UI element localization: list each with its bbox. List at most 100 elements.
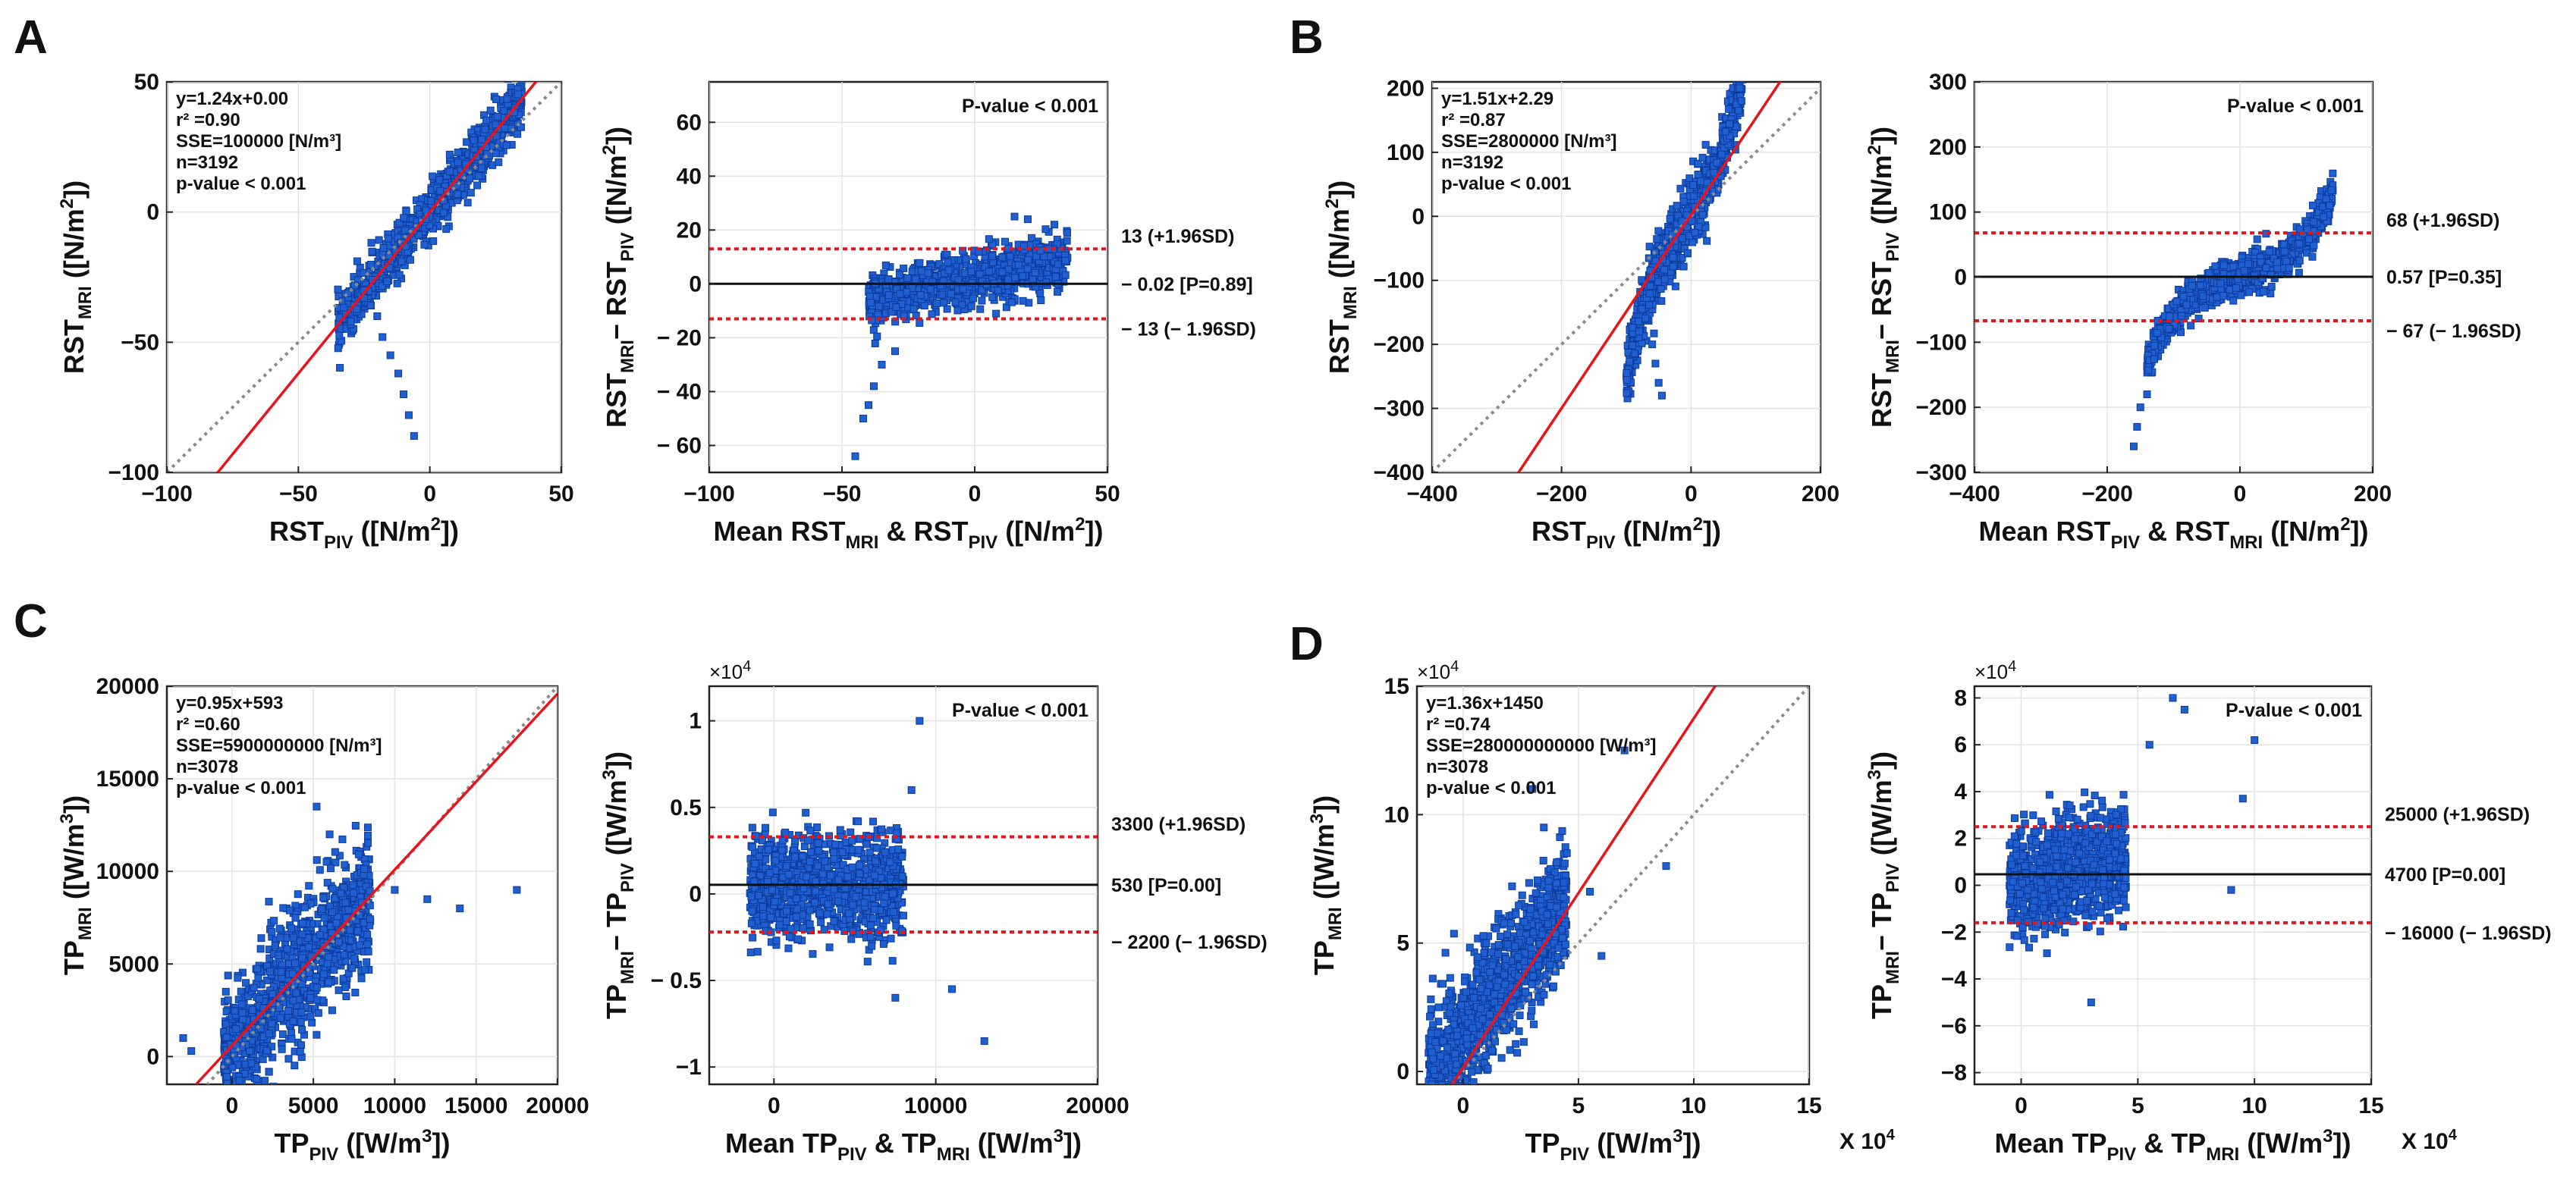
data-point: [354, 850, 363, 858]
data-point: [470, 136, 478, 144]
data-point: [435, 176, 444, 184]
y-tick-label: 100: [1387, 140, 1425, 165]
data-point: [920, 302, 928, 310]
data-point: [1734, 71, 1741, 78]
data-point: [871, 339, 879, 347]
data-point: [1738, 57, 1745, 64]
y-tick-label: 200: [1929, 135, 1967, 160]
data-point: [314, 1008, 322, 1017]
stat-line: SSE=100000 [N/m³]: [176, 131, 341, 152]
data-point: [385, 234, 393, 243]
y-tick-label: 0: [146, 200, 159, 225]
data-point: [400, 391, 407, 398]
x-tick-label: 15000: [445, 1093, 507, 1118]
data-point: [1651, 359, 1660, 368]
data-point: [297, 1018, 305, 1027]
data-point: [903, 288, 911, 296]
data-point: [265, 1030, 273, 1038]
data-point: [360, 918, 368, 927]
data-point: [926, 285, 935, 293]
data-point: [985, 268, 993, 276]
data-point: [1689, 192, 1698, 200]
y-tick-label: −400: [1373, 460, 1425, 485]
data-point: [884, 291, 893, 300]
data-point: [341, 861, 349, 869]
data-point: [1736, 68, 1743, 75]
data-point: [978, 286, 986, 294]
data-point: [337, 889, 345, 898]
data-point: [2295, 240, 2304, 248]
data-point: [2285, 264, 2293, 272]
data-point: [953, 306, 962, 315]
y-tick-label: −300: [1915, 460, 1967, 485]
data-point: [1014, 261, 1023, 269]
data-point: [335, 331, 344, 340]
data-point: [2250, 271, 2258, 280]
data-point: [427, 196, 435, 205]
data-point: [243, 992, 252, 1000]
data-point: [2295, 256, 2304, 265]
data-point: [360, 865, 369, 874]
plot-area: [709, 686, 1098, 1084]
data-point: [1676, 184, 1685, 193]
data-point: [393, 279, 401, 287]
data-point: [368, 247, 376, 256]
data-point: [364, 947, 372, 955]
data-point: [951, 298, 960, 306]
data-point: [1669, 253, 1677, 262]
p-value: P-value < 0.001: [962, 96, 1098, 117]
data-point: [1010, 212, 1019, 221]
data-point: [1031, 268, 1039, 277]
data-point: [916, 318, 924, 327]
data-point: [2157, 334, 2166, 342]
data-point: [253, 965, 262, 973]
data-point: [2302, 249, 2311, 257]
data-point: [2136, 403, 2144, 412]
data-point: [938, 290, 947, 299]
x-tick-label: 10000: [363, 1093, 426, 1118]
data-point: [2153, 329, 2161, 337]
data-point: [2273, 258, 2282, 266]
y-tick-label: 20: [677, 218, 702, 243]
data-point: [256, 945, 265, 953]
data-point: [2267, 283, 2276, 291]
data-point: [1032, 253, 1041, 261]
data-point: [492, 149, 500, 158]
data-point: [1660, 265, 1669, 274]
y-tick-label: 200: [1387, 76, 1425, 101]
data-point: [514, 90, 522, 99]
data-point: [243, 1125, 250, 1131]
data-point: [313, 1030, 321, 1039]
stat-line: n=3192: [1441, 152, 1503, 173]
data-point: [1657, 285, 1665, 293]
data-point: [379, 333, 387, 341]
stat-line: y=1.24x+0.00: [176, 89, 288, 109]
x-tick-label: −50: [823, 482, 862, 507]
data-point: [395, 271, 404, 279]
data-point: [325, 830, 334, 839]
data-point: [486, 106, 495, 114]
y-tick-label: 20000: [96, 674, 159, 699]
x-tick-label: 50: [548, 482, 573, 507]
data-point: [1737, 66, 1744, 73]
data-point: [224, 971, 232, 980]
data-point: [289, 996, 297, 1005]
data-point: [277, 968, 285, 976]
data-point: [859, 414, 867, 422]
y-tick-label: − 60: [657, 433, 702, 458]
data-point: [313, 802, 321, 811]
data-point: [313, 856, 321, 864]
data-point: [481, 125, 489, 133]
data-point: [331, 894, 339, 902]
data-point: [397, 257, 406, 265]
x-tick-label: 50: [1095, 482, 1120, 507]
data-point: [1063, 237, 1071, 245]
data-point: [2309, 201, 2317, 209]
data-point: [299, 919, 307, 927]
data-point: [300, 903, 309, 911]
data-point: [351, 988, 360, 996]
x-tick-label: 0: [423, 482, 436, 507]
data-point: [924, 269, 932, 278]
data-point: [2201, 303, 2209, 312]
